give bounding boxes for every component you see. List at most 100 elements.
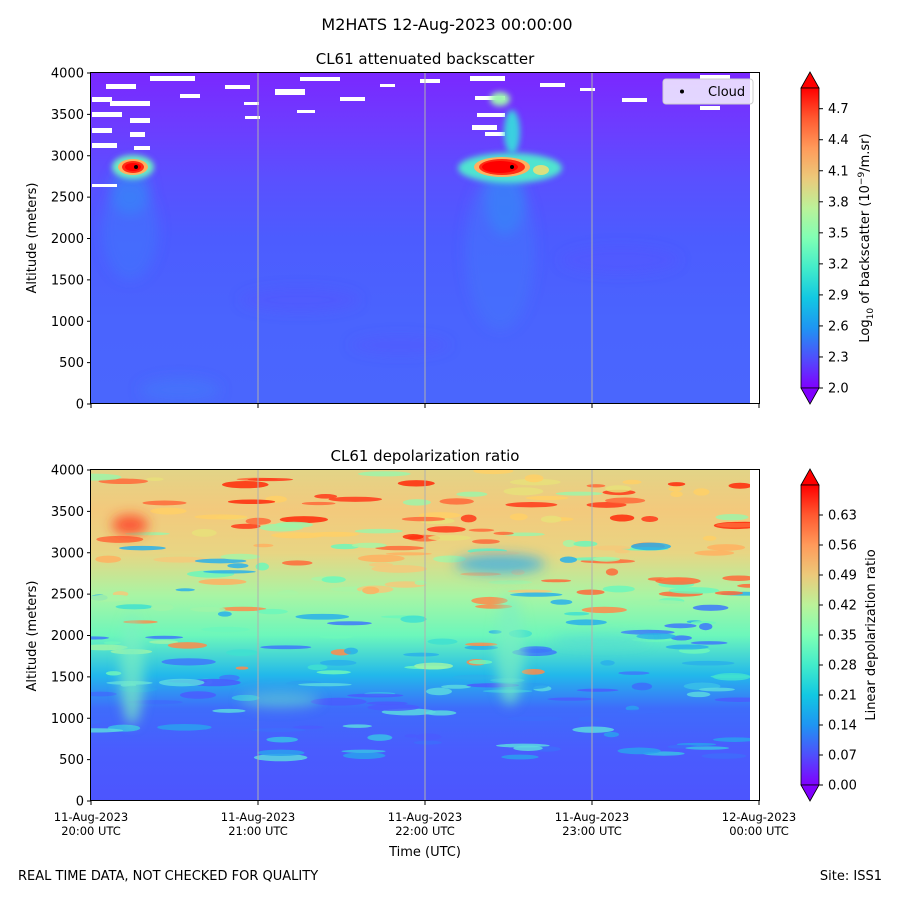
depolarization-streak — [581, 606, 627, 614]
depolarization-streak — [425, 710, 457, 716]
depolarization-streak — [375, 545, 425, 551]
colorbar-tick-label: 2.6 — [828, 319, 849, 334]
depolarization-streak — [415, 733, 442, 741]
colorbar-extend-max — [800, 468, 820, 486]
depolarization-streak — [668, 587, 720, 594]
depolarization-streak — [385, 552, 432, 556]
backscatter-title: CL61 attenuated backscatter — [316, 50, 535, 68]
depolarization-streak — [699, 622, 713, 631]
x-tick-date: 12-Aug-2023 — [722, 810, 796, 824]
depolarization-streak — [414, 662, 454, 670]
depolarization-streak — [247, 477, 294, 482]
depolarization-streak — [266, 736, 298, 743]
x-tick-time: 20:00 UTC — [61, 824, 121, 838]
depolarization-xlabel: Time (UTC) — [388, 845, 461, 860]
depolarization-streak — [344, 647, 359, 655]
depolarization-streak — [641, 516, 659, 522]
depolarization-streak — [473, 470, 514, 475]
cloud-marker — [510, 165, 514, 169]
colorbar-tick-label: 3.2 — [828, 257, 849, 272]
depolarization-streak — [633, 600, 687, 606]
colorbar-tick-label: 4.1 — [828, 164, 849, 179]
depolarization-streak — [357, 554, 405, 563]
colorbar-tick-label: 2.3 — [828, 350, 849, 365]
depolarization-streak — [191, 528, 217, 537]
depolarization-streak — [358, 471, 411, 477]
x-tick-date: 11-Aug-2023 — [54, 810, 128, 824]
depolarization-streak — [217, 611, 232, 617]
depolarization-streak — [562, 539, 576, 548]
depolarization-streak — [602, 585, 635, 593]
depolarization-streak — [713, 737, 750, 742]
depolarization-streak — [256, 749, 305, 756]
depolarization-streak — [686, 691, 711, 698]
depolarization-streak — [555, 491, 603, 496]
depolarization-streak — [271, 532, 324, 539]
depolarization-streak — [665, 644, 709, 650]
y-tick-label: 1000 — [51, 712, 84, 727]
depolarization-streak — [426, 526, 466, 533]
depolarization-streak — [681, 660, 735, 666]
depolarization-streak — [468, 659, 493, 665]
depolarization-streak — [259, 523, 304, 532]
y-tick-label: 4000 — [51, 464, 84, 479]
depolarization-texture — [91, 470, 750, 762]
depolarization-streak — [402, 499, 431, 506]
colorbar-tick-label: 0.00 — [828, 779, 857, 794]
depolarization-streak — [314, 494, 338, 499]
footer-site: Site: ISS1 — [819, 869, 882, 884]
depolarization-streak — [281, 560, 313, 566]
depolarization-streak — [524, 474, 544, 483]
depolarization-streak — [221, 480, 269, 489]
depolarization-ylabel: Altitude (meters) — [25, 581, 40, 692]
depolarization-streak — [573, 540, 598, 547]
y-tick-label: 2000 — [51, 232, 84, 247]
depolarization-streak — [401, 516, 446, 522]
depolarization-streak — [414, 580, 427, 586]
y-tick-label: 3500 — [51, 108, 84, 123]
depolarization-streak — [694, 550, 735, 556]
depolarization-streak — [509, 513, 528, 521]
depolarization-streak — [253, 753, 308, 762]
depolarization-streak — [702, 535, 717, 541]
colorbar-extend-max — [800, 71, 820, 89]
depolarization-streak — [150, 507, 187, 515]
depolarization-streak — [630, 542, 672, 551]
depolarization-streak — [664, 623, 697, 629]
depolarization-streak — [342, 752, 386, 760]
depolarization-streak — [203, 570, 256, 574]
colorbar-tick-label: 3.8 — [828, 195, 849, 210]
colorbar-tick-label: 0.14 — [828, 719, 857, 734]
y-tick-label: 2000 — [51, 629, 84, 644]
depolarization-y-axis: 0 500 1000 1500 2000 2500 3000 3500 4000 — [51, 464, 91, 810]
depolarization-streak — [251, 728, 306, 733]
depolarization-streak — [91, 636, 110, 640]
colorbar-tick-label: 3.5 — [828, 226, 849, 241]
depolarization-streak — [503, 487, 544, 496]
colorbar-ticks: 0.00 0.07 0.14 0.21 0.28 0.35 0.42 0.49 0.56 0.63 — [819, 509, 857, 794]
depolarization-streak — [452, 674, 501, 680]
depolarization-streak — [715, 513, 749, 521]
depolarization-streak — [128, 700, 183, 705]
backscatter-legend: Cloud — [662, 78, 754, 105]
depolarization-streak — [149, 640, 179, 644]
depolarization-streak — [91, 473, 122, 481]
depolarization-streak — [576, 589, 605, 595]
depolarization-streak — [655, 577, 701, 585]
depolarization-streak — [175, 588, 195, 592]
depolarization-streak — [321, 576, 346, 583]
depolarization-streak — [617, 747, 661, 755]
depolarization-streak — [118, 545, 166, 551]
depolarization-streak — [439, 498, 474, 505]
depolarization-streak — [618, 671, 650, 675]
depolarization-streak — [301, 501, 336, 506]
depolarization-streak — [226, 649, 258, 656]
depolarization-streak — [298, 683, 352, 687]
depolarization-streak — [260, 645, 312, 650]
backscatter-ylabel: Altitude (meters) — [25, 183, 40, 294]
depolarization-x-gridlines — [257, 470, 593, 801]
y-tick-label: 1500 — [51, 273, 84, 288]
y-tick-label: 500 — [59, 356, 84, 371]
depolarization-streak — [622, 479, 642, 485]
